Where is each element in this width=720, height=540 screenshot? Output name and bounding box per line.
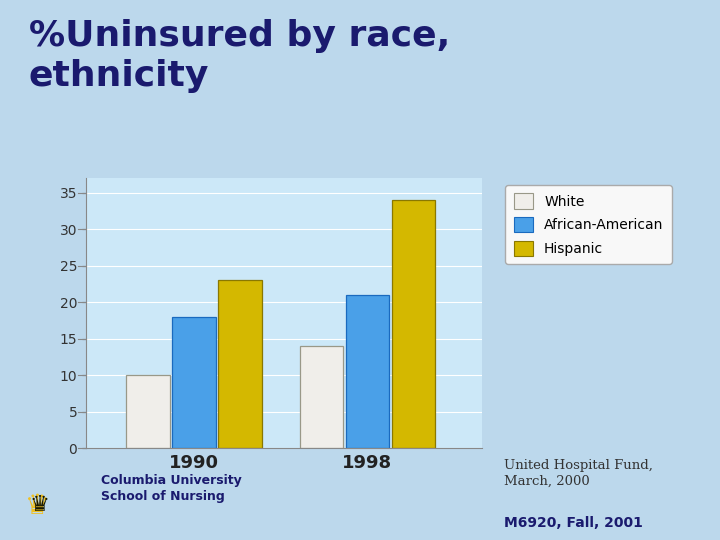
Text: ♛: ♛ bbox=[30, 495, 50, 515]
Bar bbox=[172, 317, 215, 448]
Bar bbox=[392, 200, 436, 448]
Text: Columbia University
School of Nursing: Columbia University School of Nursing bbox=[101, 474, 241, 503]
Bar bbox=[218, 280, 261, 448]
Bar bbox=[346, 295, 390, 448]
Text: M6920, Fall, 2001: M6920, Fall, 2001 bbox=[504, 516, 643, 530]
Bar bbox=[126, 375, 170, 448]
Text: ♛: ♛ bbox=[25, 492, 50, 520]
Text: United Hospital Fund,
March, 2000: United Hospital Fund, March, 2000 bbox=[504, 459, 653, 488]
Bar bbox=[300, 346, 343, 448]
Legend: White, African-American, Hispanic: White, African-American, Hispanic bbox=[505, 185, 672, 264]
Text: %Uninsured by race,
ethnicity: %Uninsured by race, ethnicity bbox=[29, 18, 450, 93]
